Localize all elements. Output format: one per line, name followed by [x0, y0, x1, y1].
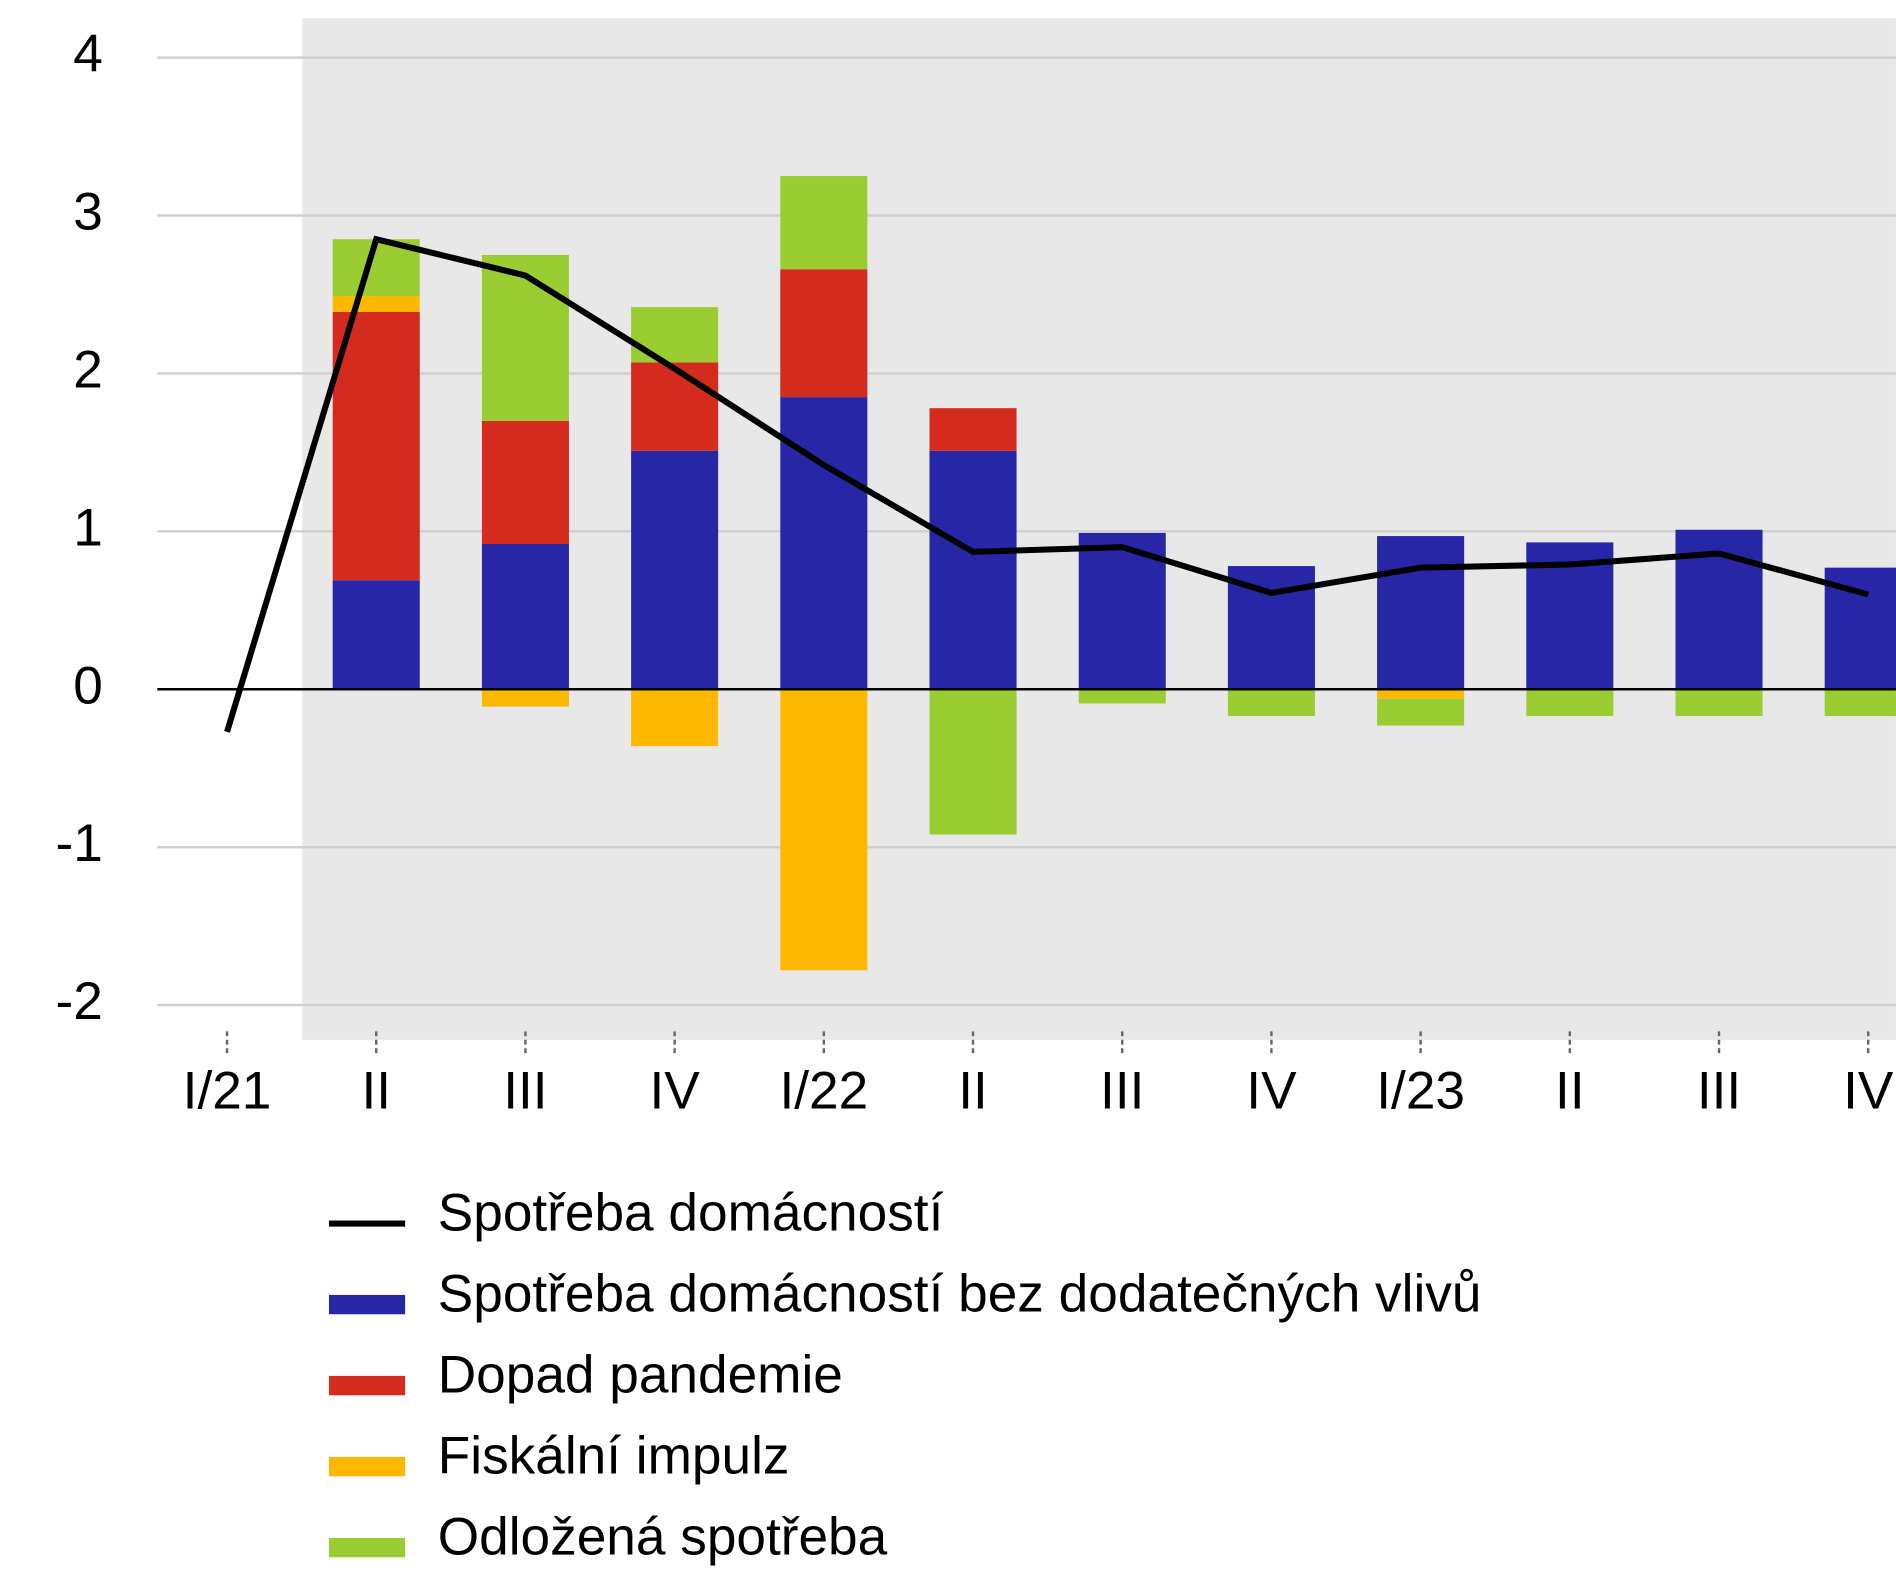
bar-segment: [631, 362, 719, 451]
bar-segment: [1377, 698, 1465, 726]
bar-segment: [481, 254, 569, 421]
y-tick-label: 0: [73, 656, 103, 715]
bar-segment: [929, 408, 1017, 451]
x-tick-label: III: [503, 1061, 547, 1120]
legend-label: Spotřeba domácností bez dodatečných vliv…: [438, 1264, 1482, 1323]
bar-segment: [780, 397, 868, 690]
bar-segment: [481, 420, 569, 544]
legend-label: Dopad pandemie: [438, 1345, 843, 1404]
y-tick-label: -2: [56, 972, 103, 1031]
x-tick-label: IV: [649, 1061, 700, 1120]
x-tick-label: III: [1100, 1061, 1144, 1120]
legend-swatch: [328, 1294, 406, 1315]
x-tick-label: III: [1697, 1061, 1741, 1120]
x-tick-label: I/23: [1376, 1061, 1465, 1120]
x-tick-label: II: [958, 1061, 988, 1120]
bar-segment: [1526, 689, 1614, 717]
y-tick-label: 3: [73, 183, 103, 242]
bar-segment: [929, 450, 1017, 690]
bar-segment: [481, 689, 569, 707]
bar-segment: [780, 269, 868, 398]
bar-segment: [1824, 689, 1896, 717]
y-tick-label: 4: [73, 25, 103, 84]
legend-label: Spotřeba domácností: [438, 1183, 944, 1242]
bar-segment: [1377, 689, 1465, 699]
bar-segment: [929, 689, 1017, 835]
bar-segment: [631, 689, 719, 747]
legend-swatch: [328, 1537, 406, 1558]
x-tick-label: II: [1555, 1061, 1585, 1120]
bar-segment: [1227, 689, 1315, 717]
bar-segment: [332, 580, 420, 690]
bar-segment: [631, 307, 719, 363]
legend-swatch: [328, 1456, 406, 1477]
y-tick-label: 2: [73, 340, 103, 399]
bar-segment: [780, 176, 868, 270]
legend-label: Odložená spotřeba: [438, 1507, 888, 1566]
bar-segment: [332, 296, 420, 312]
bar-segment: [1675, 689, 1763, 717]
x-tick-label: IV: [1246, 1061, 1297, 1120]
bar-segment: [481, 543, 569, 690]
x-tick-label: II: [361, 1061, 391, 1120]
x-tick-label: I/21: [183, 1061, 272, 1120]
legend-swatch: [328, 1375, 406, 1396]
line-series: [224, 235, 1870, 733]
y-tick-label: -1: [56, 814, 103, 873]
bar-segment: [332, 311, 420, 581]
x-tick-label: I/22: [779, 1061, 868, 1120]
bar-segment: [1078, 689, 1166, 704]
x-tick-label: IV: [1843, 1061, 1894, 1120]
bar-segment: [780, 689, 868, 971]
bar-segment: [1377, 536, 1465, 690]
y-tick-label: 1: [73, 498, 103, 557]
bar-segment: [631, 450, 719, 690]
legend-label: Fiskální impulz: [438, 1426, 790, 1485]
